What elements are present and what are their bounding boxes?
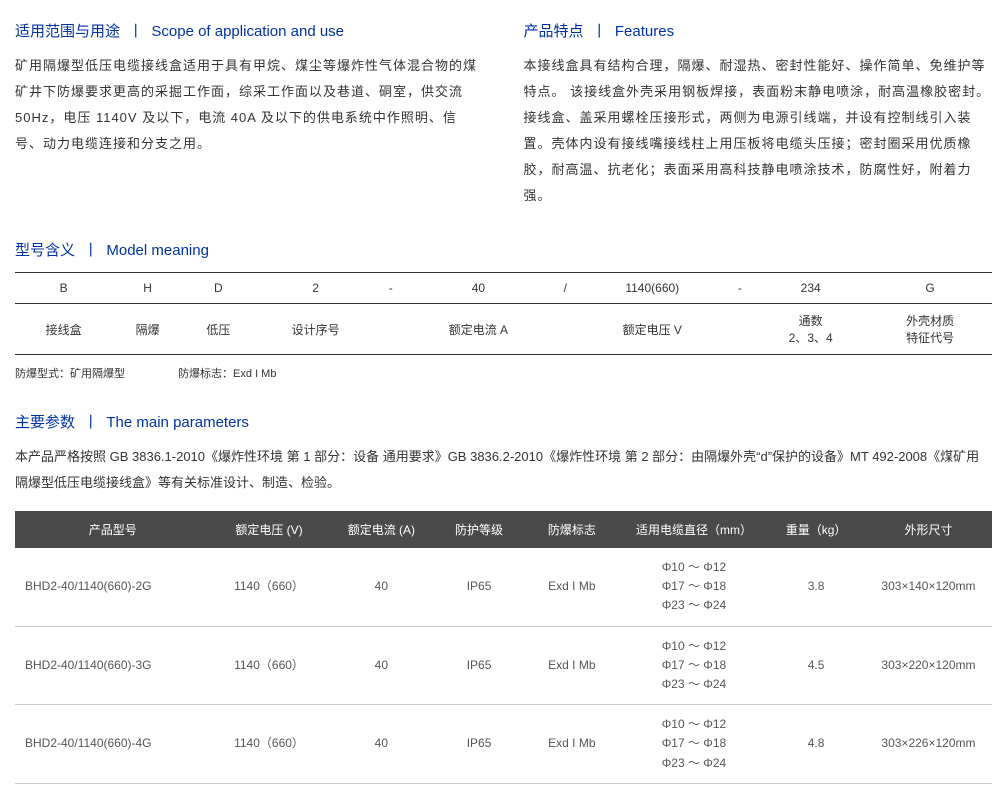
model-row-codes: BHD2-40/1140(660)-234G <box>15 273 992 304</box>
params-title-cn: 主要参数 <box>15 414 75 431</box>
params-cell: 3.8 <box>767 548 865 626</box>
features-title: 产品特点 丨 Features <box>524 20 993 41</box>
model-meaning-section: 型号含义 丨 Model meaning BHD2-40/1140(660)-2… <box>15 239 992 381</box>
model-code-cell: 234 <box>753 273 868 304</box>
title-separator: 丨 <box>83 242 98 259</box>
features-title-cn: 产品特点 <box>524 23 584 40</box>
model-note: 防爆型式：矿用隔爆型 防爆标志：Exd I Mb <box>15 365 992 381</box>
scope-section: 适用范围与用途 丨 Scope of application and use 矿… <box>15 20 484 209</box>
model-label-cell: 额定电流 A <box>404 304 553 355</box>
params-cell: BHD2-40/1140(660)-2G <box>15 548 210 626</box>
model-code-cell: - <box>377 273 404 304</box>
model-code-cell: B <box>15 273 112 304</box>
params-cell: 1140（660） <box>210 705 327 784</box>
model-label-cell <box>377 304 404 355</box>
params-cell: 1140（660） <box>210 626 327 705</box>
params-cell: Exd I Mb <box>523 705 621 784</box>
model-label-cell: 额定电压 V <box>578 304 727 355</box>
params-header-cell: 额定电压 (V) <box>210 511 327 548</box>
table-row: BHD2-40/1140(660)-3G1140（660）40IP65Exd I… <box>15 626 992 705</box>
params-cell: BHD2-40/1140(660)-4G <box>15 705 210 784</box>
scope-title-en: Scope of application and use <box>151 23 344 40</box>
params-header-row: 产品型号额定电压 (V)额定电流 (A)防护等级防爆标志适用电缆直径（mm）重量… <box>15 511 992 548</box>
params-header-cell: 额定电流 (A) <box>328 511 435 548</box>
params-cell: 40 <box>328 548 435 626</box>
params-table: 产品型号额定电压 (V)额定电流 (A)防护等级防爆标志适用电缆直径（mm）重量… <box>15 511 992 784</box>
params-cell: Φ10 ～ Φ12 Φ17 ～ Φ18 Φ23 ～ Φ24 <box>621 626 768 705</box>
params-header-cell: 产品型号 <box>15 511 210 548</box>
table-row: BHD2-40/1140(660)-2G1140（660）40IP65Exd I… <box>15 548 992 626</box>
params-cell: 40 <box>328 705 435 784</box>
features-body: 本接线盒具有结构合理，隔爆、耐湿热、密封性能好、操作简单、免维护等特点。 该接线… <box>524 53 993 209</box>
features-title-en: Features <box>615 23 674 40</box>
scope-title-cn: 适用范围与用途 <box>15 23 120 40</box>
model-label-cell: 低压 <box>183 304 254 355</box>
params-title: 主要参数 丨 The main parameters <box>15 411 992 432</box>
params-cell: BHD2-40/1140(660)-3G <box>15 626 210 705</box>
params-cell: Φ10 ～ Φ12 Φ17 ～ Φ18 Φ23 ～ Φ24 <box>621 548 768 626</box>
model-note-mark: 防爆标志：Exd I Mb <box>178 368 276 380</box>
model-label-cell: 设计序号 <box>254 304 378 355</box>
scope-title: 适用范围与用途 丨 Scope of application and use <box>15 20 484 41</box>
params-cell: 303×226×120mm <box>865 705 992 784</box>
features-section: 产品特点 丨 Features 本接线盒具有结构合理，隔爆、耐湿热、密封性能好、… <box>524 20 993 209</box>
table-row: BHD2-40/1140(660)-4G1140（660）40IP65Exd I… <box>15 705 992 784</box>
model-label-cell <box>553 304 578 355</box>
params-cell: 4.8 <box>767 705 865 784</box>
params-header-cell: 适用电缆直径（mm） <box>621 511 768 548</box>
params-cell: 40 <box>328 626 435 705</box>
model-label-cell: 隔爆 <box>112 304 183 355</box>
params-cell: 303×140×120mm <box>865 548 992 626</box>
params-cell: Exd I Mb <box>523 626 621 705</box>
params-cell: Φ10 ～ Φ12 Φ17 ～ Φ18 Φ23 ～ Φ24 <box>621 705 768 784</box>
model-code-cell: - <box>727 273 754 304</box>
params-cell: IP65 <box>435 548 523 626</box>
model-title: 型号含义 丨 Model meaning <box>15 239 992 260</box>
params-header-cell: 防爆标志 <box>523 511 621 548</box>
params-cell: IP65 <box>435 705 523 784</box>
params-cell: 4.5 <box>767 626 865 705</box>
params-cell: 1140（660） <box>210 548 327 626</box>
model-label-cell <box>727 304 754 355</box>
params-cell: 303×220×120mm <box>865 626 992 705</box>
model-title-en: Model meaning <box>106 242 209 259</box>
title-separator: 丨 <box>83 414 98 431</box>
params-header-cell: 防护等级 <box>435 511 523 548</box>
params-header-cell: 外形尺寸 <box>865 511 992 548</box>
main-parameters-section: 主要参数 丨 The main parameters 本产品严格按照 GB 38… <box>15 411 992 784</box>
model-code-cell: 1140(660) <box>578 273 727 304</box>
model-code-cell: / <box>553 273 578 304</box>
model-code-cell: 2 <box>254 273 378 304</box>
model-code-cell: 40 <box>404 273 553 304</box>
model-note-type: 防爆型式：矿用隔爆型 <box>15 368 125 380</box>
title-separator: 丨 <box>592 23 607 40</box>
top-row: 适用范围与用途 丨 Scope of application and use 矿… <box>15 20 992 209</box>
scope-body: 矿用隔爆型低压电缆接线盒适用于具有甲烷、煤尘等爆炸性气体混合物的煤矿井下防爆要求… <box>15 53 484 157</box>
model-label-cell: 接线盒 <box>15 304 112 355</box>
model-label-cell: 外壳材质 特征代号 <box>868 304 992 355</box>
params-intro: 本产品严格按照 GB 3836.1-2010《爆炸性环境 第 1 部分：设备 通… <box>15 444 992 496</box>
model-label-cell: 通数 2、3、4 <box>753 304 868 355</box>
title-separator: 丨 <box>128 23 143 40</box>
params-cell: Exd I Mb <box>523 548 621 626</box>
model-row-labels: 接线盒隔爆低压设计序号额定电流 A 额定电压 V 通数 2、3、4外壳材质 特征代号 <box>15 304 992 355</box>
model-code-cell: G <box>868 273 992 304</box>
model-table: BHD2-40/1140(660)-234G 接线盒隔爆低压设计序号额定电流 A… <box>15 272 992 355</box>
params-cell: IP65 <box>435 626 523 705</box>
model-code-cell: H <box>112 273 183 304</box>
params-title-en: The main parameters <box>106 414 249 431</box>
params-header-cell: 重量（kg） <box>767 511 865 548</box>
model-title-cn: 型号含义 <box>15 242 75 259</box>
model-code-cell: D <box>183 273 254 304</box>
